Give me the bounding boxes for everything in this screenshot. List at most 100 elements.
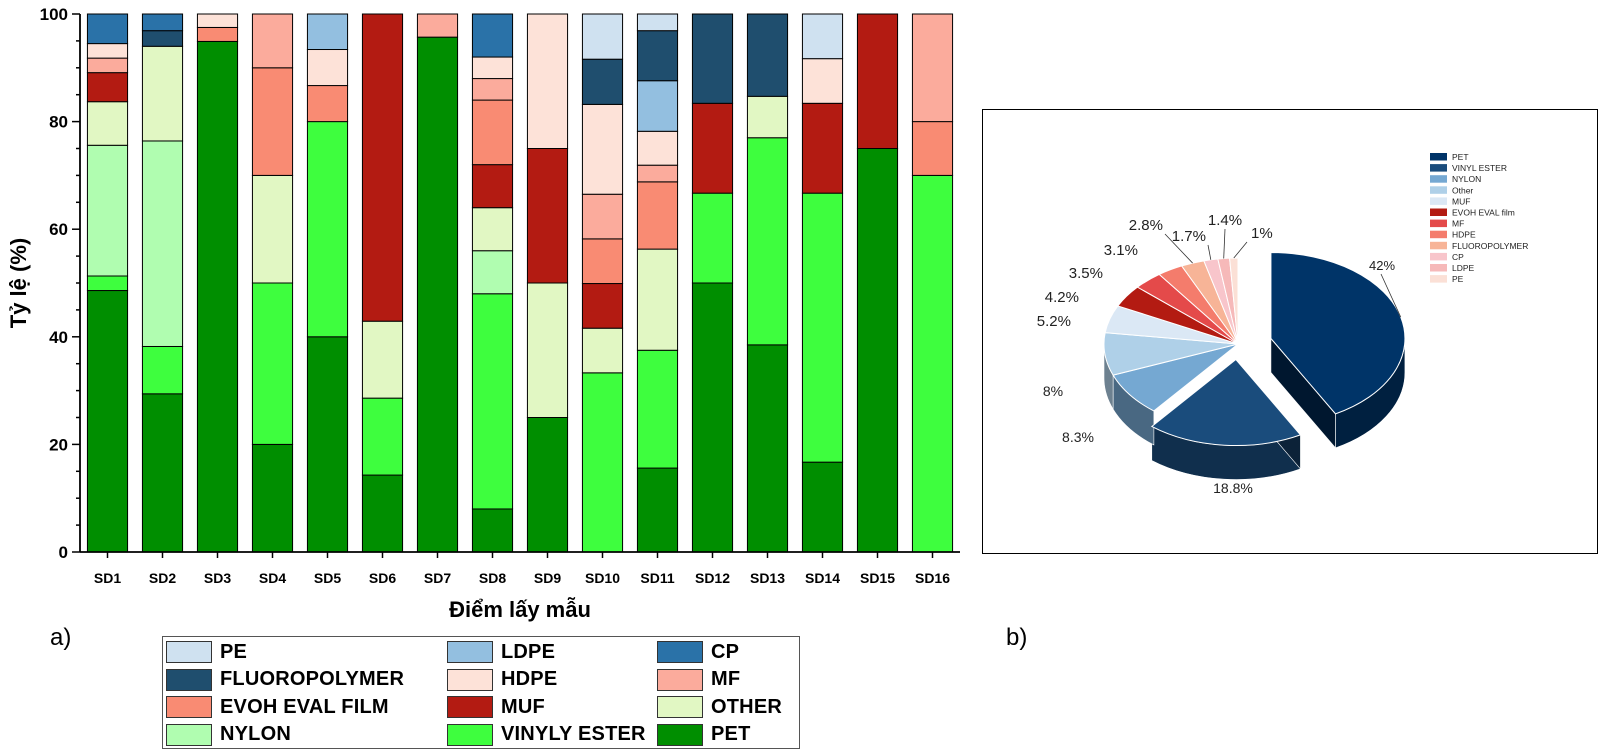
bar-segment-SD9-muf [526, 148, 569, 284]
bar-segment-SD14-pe [801, 13, 844, 60]
legend-item-other: OTHER [657, 694, 782, 720]
legend-swatch [657, 696, 703, 718]
pie-legend-label: CP [1452, 252, 1464, 262]
x-tick-label: SD10 [585, 570, 620, 586]
bar-segment-SD1-muf [86, 72, 129, 103]
bar-segment-SD10-fluoropolymer [581, 58, 624, 105]
pie-legend-swatch [1430, 252, 1447, 261]
legend-swatch [447, 723, 493, 746]
bars [86, 13, 954, 553]
bar-segment-SD2-vinyly-ester [141, 345, 184, 395]
pie-legend-label: PET [1452, 152, 1469, 162]
y-tick-label: 100 [40, 5, 68, 24]
x-tick-label: SD8 [479, 570, 506, 586]
legend-item-pe: PE [166, 639, 247, 665]
legend-item-evoh-eval-film: EVOH EVAL FILM [166, 694, 389, 720]
pie-legend-label: NYLON [1452, 174, 1481, 184]
panel-label-b: b) [1006, 624, 1028, 651]
bar-segment-SD1-vinyly-ester [86, 275, 129, 292]
pie-value-label: 3.5% [1069, 265, 1103, 282]
pie-legend-label: PE [1452, 274, 1464, 284]
legend-item-ldpe: LDPE [447, 639, 555, 665]
bar-segment-SD5-vinyly-ester [306, 121, 349, 338]
x-tick-label: SD13 [750, 570, 785, 586]
legend-item-vinyly-ester: VINYLY ESTER [447, 722, 646, 748]
y-tick-label: 40 [49, 328, 68, 347]
pie-labels: 42% 18.8% 8.3% 8% 5.2% 4.2% 3.5%3.1% 2.8% 1.7%1.… [1037, 212, 1402, 496]
bar-segment-SD4-mf [251, 13, 294, 69]
bar-segment-SD1-nylon [86, 144, 129, 277]
stacked-bar-chart: SD1 SD2 SD3 SD4 SD5 SD6 SD7 SD8 SD9 SD10 SD11 SD12 S… [6, 5, 960, 622]
bar-segment-SD14-pet [801, 461, 844, 553]
legend-item-nylon: NYLON [166, 722, 291, 748]
bar-segment-SD11-evoh-eval-film [636, 181, 679, 250]
legend-label: HDPE [501, 668, 558, 690]
pie-value-label: 18.8% [1213, 480, 1253, 496]
pie-legend-label: MUF [1452, 196, 1470, 206]
legend-item-fluoropolymer: FLUOROPOLYMER [166, 667, 404, 693]
x-tick-label: SD3 [204, 570, 231, 586]
bar-segment-SD2-other [141, 45, 184, 142]
pie-legend-label: FLUOROPOLYMER [1452, 241, 1528, 251]
bar-segment-SD8-pet [471, 508, 514, 553]
legend-label: MUF [501, 695, 545, 718]
bar-segment-SD8-vinyly-ester [471, 293, 514, 510]
bar-segment-SD6-pet [361, 474, 404, 553]
bar-segment-SD14-hdpe [801, 58, 844, 104]
bar-segment-SD8-mf [471, 78, 514, 101]
legend-label: VINYLY ESTER [501, 723, 646, 745]
bar-segment-SD2-fluoropolymer [141, 30, 184, 47]
bar-segment-SD1-hdpe [86, 43, 129, 59]
legend-label: LDPE [501, 640, 556, 663]
pie-value-label: 42% [1369, 258, 1395, 273]
bar-segment-SD11-vinyly-ester [636, 349, 679, 469]
bar-segment-SD12-vinyly-ester [691, 192, 734, 284]
x-tick-label: SD5 [314, 570, 341, 586]
bar-segment-SD3-hdpe [196, 13, 239, 28]
bar-segment-SD6-vinyly-ester [361, 397, 404, 476]
pie-legend-swatch [1430, 208, 1447, 216]
pie-value-label: 3.1% [1104, 242, 1138, 259]
panel-label-a: a) [50, 624, 72, 651]
legend-item-muf: MUF [447, 694, 545, 720]
pie-legend-label: Other [1452, 185, 1473, 195]
x-tick-label: SD11 [640, 570, 674, 586]
x-axis-title: Điểm lấy mẫu [449, 597, 591, 622]
bar-segment-SD11-pe [636, 13, 679, 32]
legend-swatch [166, 668, 212, 691]
bar-segment-SD6-muf [361, 13, 404, 322]
legend-item-pet: PET [657, 722, 751, 748]
bar-segment-SD5-ldpe [306, 13, 349, 51]
bar-segment-SD3-evoh-eval-film [196, 26, 239, 42]
pie-legend-label: EVOH EVAL film [1452, 208, 1515, 218]
bar-segment-SD8-hdpe [471, 56, 514, 80]
bar-segment-SD11-fluoropolymer [636, 30, 679, 82]
bar-segment-SD1-cp [86, 13, 129, 45]
bar-segment-SD9-pet [526, 417, 569, 553]
pie-legend-swatch [1430, 275, 1447, 283]
legend-swatch [166, 641, 212, 663]
bar-segment-SD9-hdpe [526, 13, 569, 149]
pie-value-label: 5.2% [1037, 313, 1071, 330]
bar-segment-SD5-evoh-eval-film [306, 85, 349, 123]
bar-segment-SD16-mf [911, 13, 954, 123]
pie-value-label: 8% [1043, 383, 1063, 399]
bar-segment-SD6-other [361, 320, 404, 399]
pie-leader-line [1207, 244, 1212, 260]
y-tick-label: 80 [49, 113, 68, 132]
bar-segment-SD16-evoh-eval-film [911, 121, 954, 176]
bar-segment-SD2-pet [141, 393, 184, 553]
pie-chart-frame: 42% 18.8% 8.3% 8% 5.2% 4.2% 3.5% 3.1% 2.8% 1.7% 1.… [982, 109, 1598, 554]
x-tick-label: SD1 [94, 570, 121, 586]
bar-segment-SD1-mf [86, 57, 129, 74]
pie-slice-vinyl-ester [1150, 358, 1302, 447]
bar-segment-SD1-other [86, 101, 129, 146]
pie-leader-line [1233, 241, 1248, 259]
pie-legend-label: LDPE [1452, 263, 1475, 273]
pie-chart: 42% 18.8% 8.3% 8% 5.2% 4.2% 3.5%3.1% 2.8% 1.7%1.… [1037, 152, 1529, 496]
pie-value-label: 1.7% [1172, 228, 1206, 245]
bar-segment-SD11-ldpe [636, 80, 679, 132]
pie-leader-line [1223, 228, 1226, 259]
bar-segment-SD1-pet [86, 290, 129, 553]
pie-leader-line [1164, 233, 1193, 264]
